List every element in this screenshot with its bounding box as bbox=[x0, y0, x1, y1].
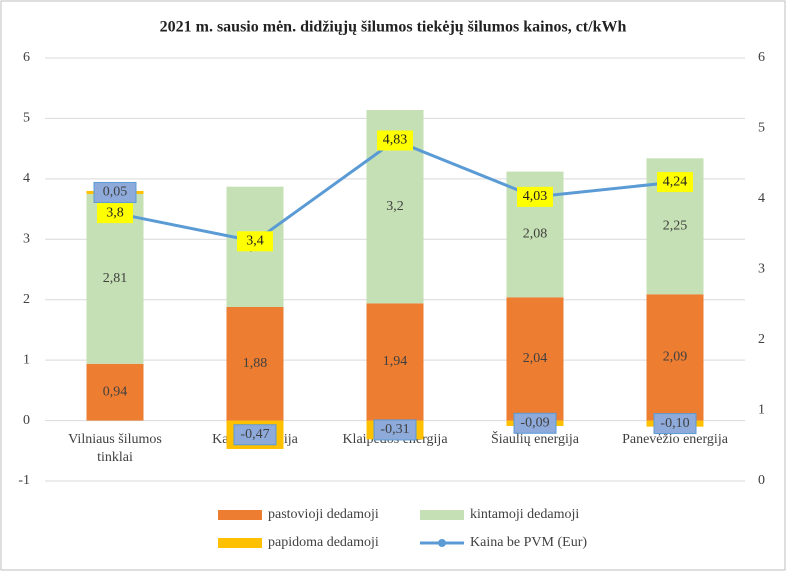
value-label: 2,81 bbox=[103, 271, 128, 286]
value-label: 3,8 bbox=[106, 205, 124, 220]
bar-segment bbox=[226, 306, 284, 421]
value-label: 1,88 bbox=[243, 356, 268, 371]
value-label: -0,47 bbox=[240, 427, 269, 442]
y2-tick-label: 6 bbox=[758, 50, 765, 65]
value-label-box bbox=[233, 424, 277, 446]
y-tick-label: 4 bbox=[23, 171, 30, 186]
x-tick-label: Šiaulių energija bbox=[491, 430, 580, 447]
x-tick-label: Vilniaus šilumos tinklai bbox=[68, 432, 162, 465]
value-label-box bbox=[377, 130, 413, 151]
bar-segment bbox=[506, 297, 564, 421]
legend-swatch bbox=[438, 539, 446, 547]
value-label: 4,83 bbox=[383, 133, 408, 148]
y2-tick-label: 0 bbox=[758, 473, 765, 488]
legend-swatch bbox=[420, 510, 464, 520]
value-label-box bbox=[517, 186, 553, 207]
legend-swatch bbox=[218, 510, 262, 520]
value-label-box bbox=[97, 203, 133, 224]
value-label: -0,09 bbox=[520, 416, 549, 431]
value-label: 1,94 bbox=[383, 354, 408, 369]
value-label: 2,25 bbox=[663, 219, 688, 234]
y-tick-label: 2 bbox=[23, 292, 30, 307]
value-label-box bbox=[513, 412, 557, 434]
y-tick-label: 1 bbox=[23, 352, 30, 367]
value-label: 2,04 bbox=[523, 351, 548, 366]
legend-label: papidoma dedamoji bbox=[268, 535, 379, 550]
bar-segment bbox=[86, 363, 144, 421]
y-tick-label: -1 bbox=[18, 473, 30, 488]
value-label: -0,31 bbox=[380, 422, 409, 437]
y-tick-label: 0 bbox=[23, 413, 30, 428]
y2-tick-label: 5 bbox=[758, 121, 765, 136]
value-label: 3,2 bbox=[386, 199, 404, 214]
value-label-box bbox=[653, 413, 697, 435]
chart-title: 2021 m. sausio mėn. didžiųjų šilumos tie… bbox=[160, 19, 627, 36]
y-tick-label: 3 bbox=[23, 232, 30, 247]
value-label-box bbox=[373, 419, 417, 441]
value-label-box bbox=[657, 172, 693, 193]
value-label: 4,24 bbox=[663, 174, 688, 189]
value-label-box bbox=[237, 231, 273, 252]
value-label: 0,94 bbox=[103, 384, 128, 399]
y2-tick-label: 1 bbox=[758, 403, 765, 418]
x-tick-label: Panevėžio energija bbox=[622, 432, 729, 447]
y-tick-label: 5 bbox=[23, 111, 30, 126]
legend-label: kintamoji dedamoji bbox=[470, 507, 579, 522]
legend-label: Kaina be PVM (Eur) bbox=[470, 535, 587, 550]
bar-segment bbox=[646, 294, 704, 421]
value-label-box bbox=[93, 181, 137, 203]
legend-label: pastovioji dedamoji bbox=[268, 507, 379, 522]
value-label: -0,10 bbox=[660, 416, 689, 431]
y-tick-label: 6 bbox=[23, 50, 30, 65]
y2-tick-label: 4 bbox=[758, 191, 765, 206]
value-label: 3,4 bbox=[246, 234, 264, 249]
legend-swatch bbox=[218, 538, 262, 548]
value-label: 0,05 bbox=[103, 185, 128, 200]
y2-tick-label: 3 bbox=[758, 262, 765, 277]
value-label: 2,08 bbox=[523, 227, 548, 242]
y2-tick-label: 2 bbox=[758, 332, 765, 347]
value-label: 2,09 bbox=[663, 350, 688, 365]
bar-segment bbox=[366, 303, 424, 421]
value-label: 4,03 bbox=[523, 189, 548, 204]
